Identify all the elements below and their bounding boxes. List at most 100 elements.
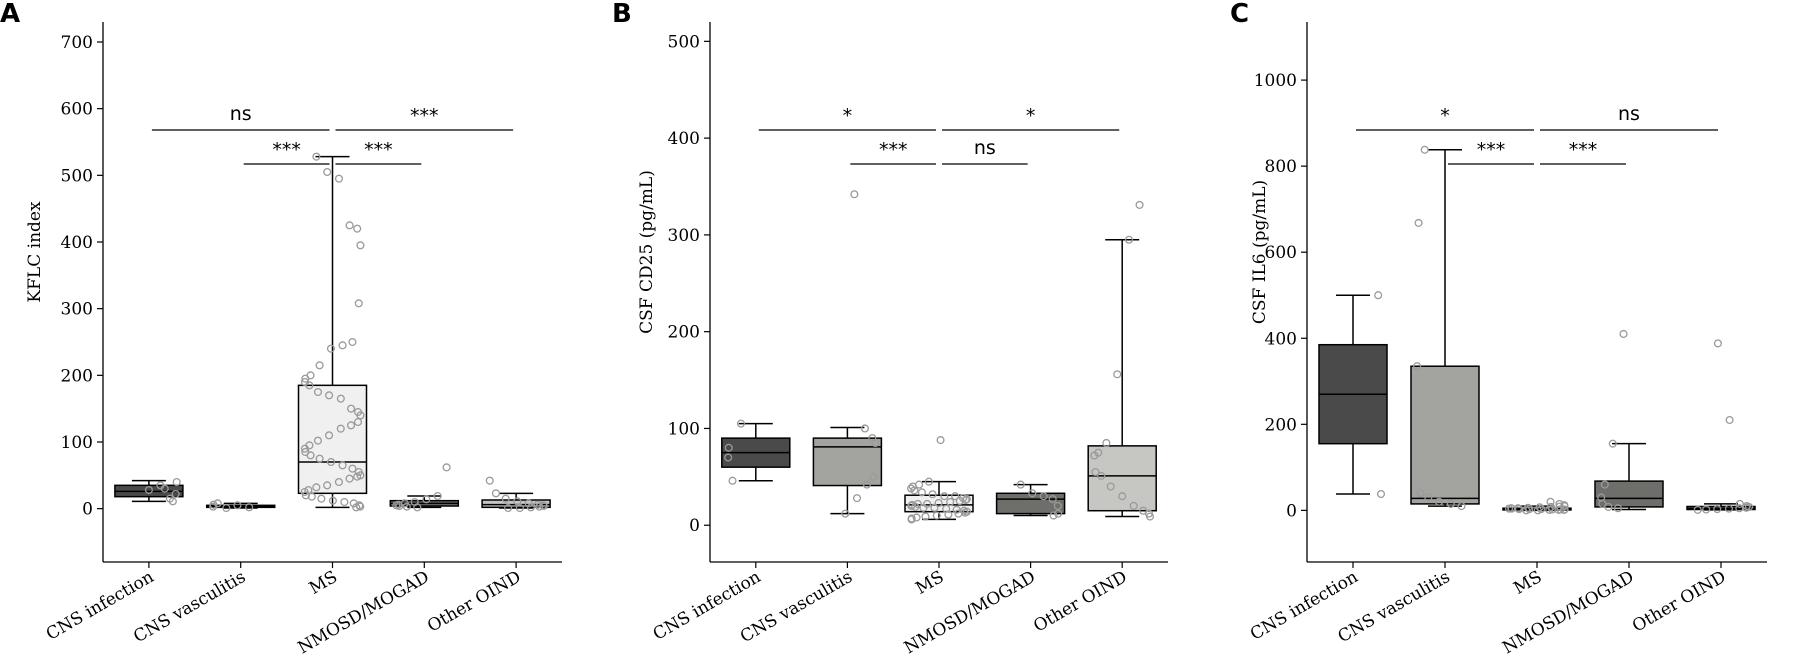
data-point xyxy=(911,502,920,511)
y-tick-label: 100 xyxy=(668,419,700,439)
data-point xyxy=(222,503,231,513)
data-point xyxy=(850,190,859,199)
data-point xyxy=(1129,501,1138,510)
data-point xyxy=(1102,438,1111,448)
box-body xyxy=(1410,365,1480,505)
points-group-4 xyxy=(392,463,451,512)
y-tick-label: 500 xyxy=(668,32,700,52)
box-2 xyxy=(1410,149,1480,507)
data-point xyxy=(352,503,361,512)
data-point xyxy=(1735,504,1744,513)
data-point xyxy=(324,431,334,440)
data-point xyxy=(1446,499,1455,508)
data-point xyxy=(422,495,431,504)
data-point xyxy=(1724,504,1734,513)
data-point xyxy=(1124,235,1134,244)
data-point xyxy=(1554,505,1563,514)
box-1 xyxy=(1318,294,1388,495)
data-point xyxy=(1559,505,1569,514)
data-point xyxy=(328,496,337,505)
data-point xyxy=(1545,505,1554,514)
data-point xyxy=(932,511,941,520)
data-point xyxy=(728,476,737,485)
data-point xyxy=(354,299,363,308)
points-group-4 xyxy=(1597,329,1628,513)
significance-label: ns xyxy=(1618,103,1640,125)
significance-label: ns xyxy=(974,137,996,159)
points-group-1 xyxy=(144,477,181,506)
data-point xyxy=(326,457,336,467)
data-point xyxy=(862,480,871,489)
data-point xyxy=(209,500,218,509)
data-point xyxy=(940,492,949,501)
data-point xyxy=(338,461,347,470)
y-tick-label: 0 xyxy=(689,516,700,536)
box-3 xyxy=(297,155,368,509)
box-1 xyxy=(114,479,184,503)
data-point xyxy=(353,224,362,233)
data-point xyxy=(907,501,916,510)
significance-label: * xyxy=(843,105,853,127)
data-point xyxy=(724,443,733,452)
data-point xyxy=(334,477,343,487)
data-point xyxy=(524,499,533,508)
data-point xyxy=(171,489,180,499)
data-point xyxy=(917,488,926,497)
data-point xyxy=(955,496,964,506)
data-point xyxy=(1604,502,1613,511)
data-point xyxy=(1514,505,1524,514)
x-tick-label: Other OIND xyxy=(424,567,524,637)
data-point xyxy=(535,502,544,511)
data-point xyxy=(345,221,354,230)
significance-label: * xyxy=(1440,105,1450,127)
data-point xyxy=(910,486,919,495)
y-tick-label: 200 xyxy=(61,366,93,386)
significance-label: *** xyxy=(1569,139,1598,161)
data-point xyxy=(501,494,510,503)
box-body xyxy=(1594,480,1664,508)
data-point xyxy=(504,503,513,513)
data-point xyxy=(334,174,344,183)
data-point xyxy=(1374,291,1383,300)
data-point xyxy=(325,391,334,400)
data-point xyxy=(1048,495,1057,504)
significance-label: *** xyxy=(879,139,908,161)
data-point xyxy=(353,417,363,427)
panel-label: C xyxy=(1230,0,1249,29)
points-group-2 xyxy=(1413,145,1466,511)
data-point xyxy=(307,492,316,501)
data-point xyxy=(852,494,862,503)
data-point xyxy=(245,503,254,512)
data-point xyxy=(348,464,357,473)
points-group-2 xyxy=(209,499,254,513)
y-tick-label: 0 xyxy=(1286,501,1297,521)
data-point xyxy=(491,489,500,498)
data-point xyxy=(392,501,401,510)
data-point xyxy=(961,496,970,505)
data-point xyxy=(962,495,971,504)
box-4 xyxy=(995,483,1066,517)
data-point xyxy=(485,476,494,485)
points-group-5 xyxy=(485,476,548,513)
data-point xyxy=(934,498,943,508)
data-point xyxy=(1054,509,1063,518)
data-point xyxy=(442,463,451,472)
data-point xyxy=(539,501,548,511)
significance-label: *** xyxy=(410,105,439,127)
y-tick-label: 400 xyxy=(668,129,700,149)
points-group-5 xyxy=(1693,339,1754,514)
data-point xyxy=(1735,499,1744,508)
y-axis-label: KFLC index xyxy=(25,201,45,303)
data-point xyxy=(413,503,422,512)
data-point xyxy=(395,501,404,511)
y-tick-label: 700 xyxy=(61,33,93,53)
panel-label: A xyxy=(0,0,20,29)
data-point xyxy=(1613,504,1623,513)
data-point xyxy=(1413,362,1422,371)
data-point xyxy=(1420,145,1429,154)
x-tick-label: Other OIND xyxy=(1629,567,1729,637)
data-point xyxy=(1619,329,1628,339)
data-point xyxy=(1053,501,1062,510)
data-point xyxy=(336,394,345,403)
